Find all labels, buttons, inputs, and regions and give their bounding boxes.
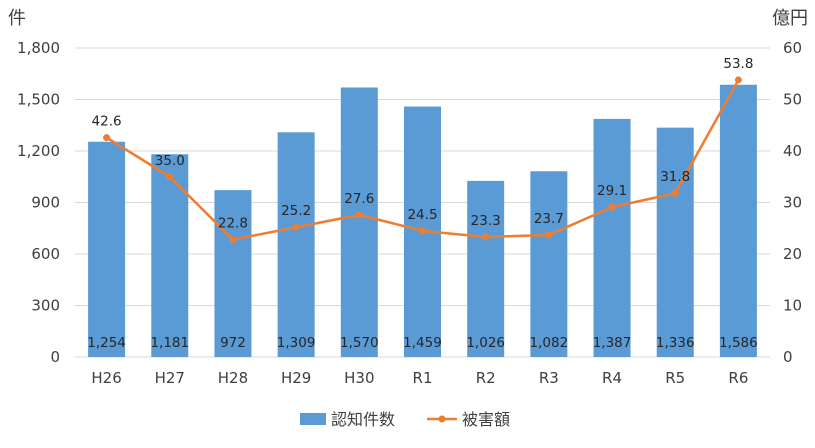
line-point-H29 — [292, 223, 300, 231]
y-left-tick-label: 0 — [50, 348, 60, 366]
y-left-tick-label: 300 — [31, 297, 60, 315]
line-value-label: 22.8 — [218, 216, 248, 232]
x-tick-label: R3 — [539, 369, 559, 387]
bar-R3 — [530, 171, 568, 357]
bar-value-label: 1,082 — [530, 335, 569, 351]
y-right-tick-label: 60 — [783, 39, 802, 57]
line-series: 42.6 35.0 22.8 25.2 27.6 24.5 23.3 23.7 29.1 31.8… — [92, 56, 753, 244]
bar-value-label: 1,254 — [87, 335, 126, 351]
x-tick-label: R2 — [476, 369, 496, 387]
bar-value-label: 1,026 — [466, 335, 505, 351]
y-right-tick-label: 20 — [783, 245, 802, 263]
bar-value-label: 1,181 — [150, 335, 189, 351]
line-value-label: 23.7 — [534, 211, 564, 227]
y-left-tick-label: 1,800 — [17, 39, 60, 57]
legend-bar-label: 認知件数 — [331, 410, 395, 429]
line-value-label: 53.8 — [723, 56, 753, 72]
line-point-R4 — [608, 203, 616, 211]
bar-value-label: 1,309 — [277, 335, 316, 351]
bar-H27 — [151, 154, 189, 357]
line-point-R2 — [482, 233, 490, 241]
line-value-label: 35.0 — [155, 153, 185, 169]
y-left-tick-label: 1,200 — [17, 142, 60, 160]
y-left-unit: 件 — [8, 8, 26, 29]
y-left-tick-label: 900 — [31, 194, 60, 212]
line-point-H27 — [166, 173, 174, 181]
bar-value-label: 1,459 — [403, 335, 442, 351]
bar-value-label: 972 — [220, 335, 246, 351]
line-value-label: 31.8 — [660, 169, 690, 185]
x-tick-label: H28 — [218, 369, 248, 387]
bar-value-label: 1,570 — [340, 335, 379, 351]
y-right-tick-label: 10 — [783, 297, 802, 315]
y-left-tick-label: 600 — [31, 245, 60, 263]
legend-bar-swatch — [300, 413, 326, 425]
bar-value-label: 1,336 — [656, 335, 695, 351]
bar-value-label: 1,586 — [719, 335, 758, 351]
y-right-unit: 億円 — [772, 8, 808, 29]
axes: 0 300 600 900 1,200 1,500 1,800 0 10 20 30 40 50 60 件 億… — [8, 8, 808, 387]
bar-H26 — [88, 141, 126, 357]
y-right-tick-label: 50 — [783, 91, 802, 109]
line-point-R6 — [734, 76, 742, 84]
x-tick-label: R5 — [665, 369, 685, 387]
y-right-tick-label: 30 — [783, 194, 802, 212]
x-tick-label: H30 — [344, 369, 374, 387]
line-value-label: 27.6 — [344, 191, 374, 207]
line-value-label: 24.5 — [407, 207, 437, 223]
x-tick-label: H27 — [155, 369, 185, 387]
line-point-R1 — [419, 227, 426, 235]
line-point-R5 — [671, 189, 679, 197]
legend-line-label: 被害額 — [462, 410, 510, 429]
line-value-label: 23.3 — [471, 213, 501, 229]
x-tick-label: H26 — [91, 369, 121, 387]
legend: 認知件数 被害額 — [300, 410, 510, 429]
bar-R4 — [593, 118, 631, 357]
bar-H30 — [340, 87, 378, 357]
line-point-H30 — [355, 211, 363, 219]
legend-line-marker — [438, 415, 446, 423]
bar-R6 — [719, 84, 757, 357]
line-point-H28 — [229, 236, 237, 244]
bar-R2 — [467, 180, 505, 357]
x-tick-label: H29 — [281, 369, 311, 387]
x-tick-label: R1 — [413, 369, 433, 387]
line-value-label: 25.2 — [281, 203, 311, 219]
bar-H29 — [277, 132, 315, 357]
line-value-label: 42.6 — [92, 114, 122, 130]
line-point-H26 — [103, 134, 111, 142]
line-point-R3 — [545, 231, 553, 239]
x-tick-label: R6 — [728, 369, 748, 387]
y-right-tick-label: 0 — [783, 348, 793, 366]
line-value-label: 29.1 — [597, 183, 627, 199]
bar-value-label: 1,387 — [593, 335, 632, 351]
bar-H28 — [214, 190, 252, 357]
bar-R5 — [656, 127, 694, 357]
y-left-tick-label: 1,500 — [17, 91, 60, 109]
y-right-tick-label: 40 — [783, 142, 802, 160]
x-tick-label: R4 — [602, 369, 622, 387]
